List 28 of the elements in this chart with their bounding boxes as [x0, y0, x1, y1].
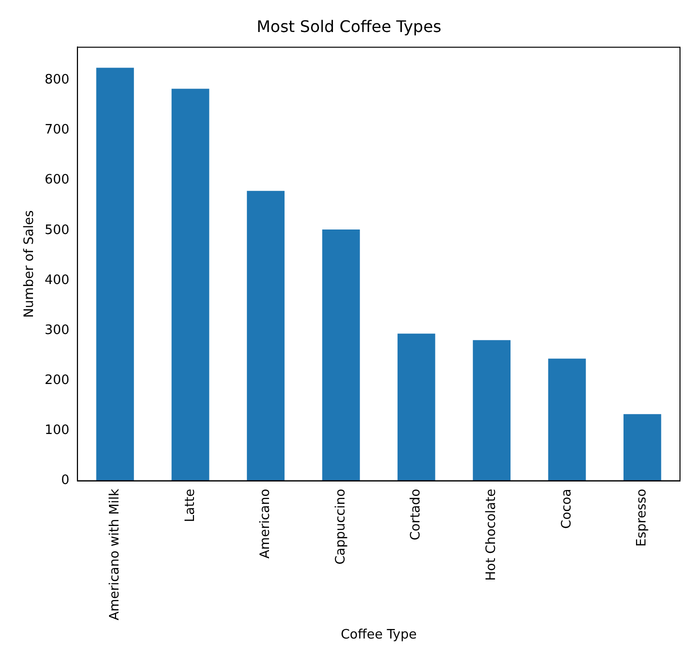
- y-tick-label: 400: [44, 272, 70, 288]
- bar: [472, 340, 511, 481]
- x-tick-label: Cocoa: [559, 488, 574, 529]
- y-tick-label: 600: [44, 172, 70, 188]
- y-axis-title: Number of Sales: [22, 210, 38, 318]
- x-tick-label: Espresso: [634, 488, 650, 547]
- x-axis-title: Coffee Type: [340, 628, 417, 643]
- x-tick-label: Latte: [182, 488, 198, 522]
- x-tick-label: Cappuccino: [333, 488, 348, 565]
- bar: [548, 358, 586, 481]
- bar: [398, 334, 436, 481]
- chart-title: Most Sold Coffee Types: [256, 16, 442, 36]
- y-tick-label: 300: [44, 322, 70, 338]
- y-tick-label: 700: [44, 122, 70, 138]
- y-tick-label: 100: [44, 423, 70, 438]
- bar: [624, 414, 662, 481]
- x-tick-label: Hot Chocolate: [484, 488, 500, 581]
- bar: [322, 229, 360, 481]
- y-tick-label: 500: [44, 222, 70, 238]
- bar: [172, 88, 210, 481]
- x-tick-label: Americano: [258, 488, 274, 559]
- bar: [246, 190, 285, 481]
- y-tick-label: 0: [61, 473, 70, 488]
- bar: [96, 68, 134, 481]
- x-tick-label: Cortado: [408, 488, 424, 540]
- x-tick-label: Americano with Milk: [107, 488, 122, 620]
- y-tick-label: 200: [44, 373, 70, 388]
- y-tick-label: 800: [44, 72, 70, 88]
